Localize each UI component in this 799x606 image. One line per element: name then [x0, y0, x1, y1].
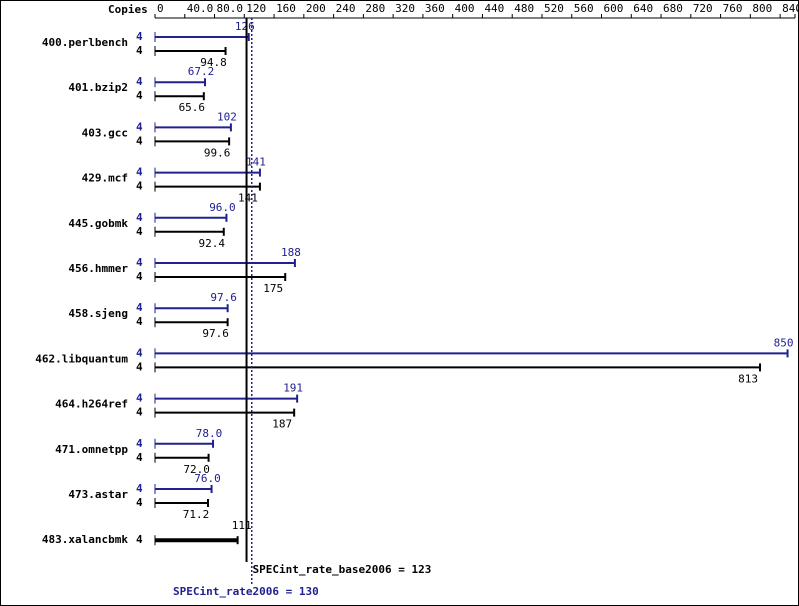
category-label: 401.bzip2 — [68, 81, 128, 94]
category-label: 403.gcc — [82, 126, 128, 139]
value-label: 141 — [238, 192, 258, 205]
x-tick-label: 520 — [544, 2, 564, 15]
x-tick-label: 400 — [455, 2, 475, 15]
value-label: 191 — [283, 382, 303, 395]
copies-label: 4 — [136, 30, 143, 43]
value-label: 188 — [281, 246, 301, 259]
x-tick-label: 200 — [306, 2, 326, 15]
value-label: 97.6 — [202, 327, 229, 340]
value-label: 102 — [217, 110, 237, 123]
x-tick-label: 480 — [514, 2, 534, 15]
copies-label: 4 — [136, 225, 143, 238]
reference-label: SPECint_rate_base2006 = 123 — [253, 563, 432, 576]
copies-label: 4 — [136, 44, 143, 57]
copies-label: 4 — [136, 89, 143, 102]
category-label: 456.hmmer — [68, 262, 128, 275]
x-tick-label: 600 — [604, 2, 624, 15]
x-tick-label: 680 — [663, 2, 683, 15]
copies-label: 4 — [136, 75, 143, 88]
x-tick-label: 860 — [797, 2, 799, 15]
value-label: 71.2 — [183, 508, 210, 521]
category-label: 400.perlbench — [42, 36, 128, 49]
x-tick-label: 120 — [246, 2, 266, 15]
copies-label: 4 — [136, 166, 143, 179]
category-label: 458.sjeng — [68, 307, 128, 320]
x-tick-label: 720 — [693, 2, 713, 15]
copies-label: 4 — [136, 360, 143, 373]
x-tick-label: 840 — [782, 2, 799, 15]
category-label: 464.h264ref — [55, 398, 128, 411]
copies-label: 4 — [136, 533, 143, 546]
value-label: 96.0 — [209, 201, 236, 214]
copies-label: 4 — [136, 392, 143, 405]
x-tick-label: 240 — [336, 2, 356, 15]
category-label: 429.mcf — [82, 172, 128, 185]
value-label: 126 — [235, 20, 255, 33]
value-label: 813 — [738, 372, 758, 385]
x-tick-label: 760 — [723, 2, 743, 15]
value-label: 97.6 — [210, 291, 237, 304]
value-label: 111 — [232, 519, 252, 532]
x-tick-label: 640 — [633, 2, 653, 15]
copies-label: 4 — [136, 256, 143, 269]
copies-label: 4 — [136, 180, 143, 193]
x-tick-label: 160 — [276, 2, 296, 15]
category-label: 462.libquantum — [35, 352, 128, 365]
value-label: 67.2 — [188, 65, 215, 78]
value-label: 187 — [272, 418, 292, 431]
copies-label: 4 — [136, 437, 143, 450]
value-label: 94.8 — [200, 56, 227, 69]
category-label: 445.gobmk — [68, 217, 128, 230]
copies-label: 4 — [136, 482, 143, 495]
copies-label: 4 — [136, 211, 143, 224]
copies-label: 4 — [136, 270, 143, 283]
x-tick-label: 40.0 — [187, 2, 214, 15]
value-label: 78.0 — [196, 427, 223, 440]
value-label: 175 — [263, 282, 283, 295]
value-label: 99.6 — [204, 146, 231, 159]
value-label: 92.4 — [199, 237, 226, 250]
copies-label: 4 — [136, 120, 143, 133]
copies-label: 4 — [136, 134, 143, 147]
category-label: 473.astar — [68, 488, 128, 501]
category-label: 471.omnetpp — [55, 443, 128, 456]
x-tick-label: 280 — [365, 2, 385, 15]
copies-label: 4 — [136, 301, 143, 314]
copies-label: 4 — [136, 451, 143, 464]
x-tick-label: 360 — [425, 2, 445, 15]
copies-label: 4 — [136, 346, 143, 359]
x-tick-label: 0 — [157, 2, 164, 15]
x-tick-label: 80.0 — [217, 2, 244, 15]
x-tick-label: 440 — [484, 2, 504, 15]
category-label: 483.xalancbmk — [42, 533, 128, 546]
value-label: 72.0 — [183, 463, 210, 476]
value-label: 65.6 — [179, 101, 206, 114]
value-label: 850 — [774, 336, 794, 349]
x-tick-label: 320 — [395, 2, 415, 15]
value-label: 76.0 — [194, 472, 221, 485]
reference-label: SPECint_rate2006 = 130 — [173, 585, 319, 598]
copies-label: 4 — [136, 315, 143, 328]
value-label: 141 — [246, 156, 266, 169]
copies-label: 4 — [136, 406, 143, 419]
copies-label: 4 — [136, 496, 143, 509]
x-tick-label: 560 — [574, 2, 594, 15]
x-tick-label: 800 — [752, 2, 772, 15]
axis-label: Copies — [108, 3, 148, 16]
